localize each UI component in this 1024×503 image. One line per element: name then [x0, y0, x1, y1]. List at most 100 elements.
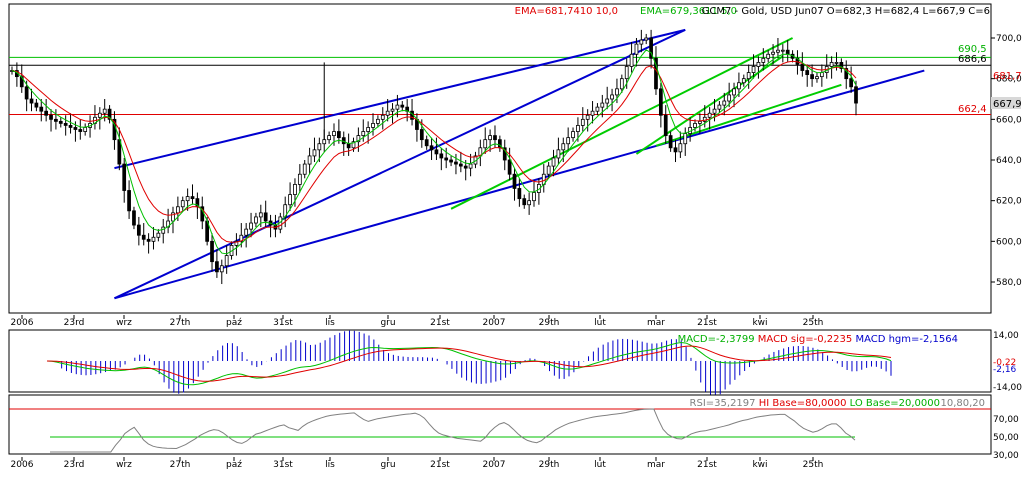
rsi-panel-frame	[8, 394, 992, 455]
time-tick-label: 2007	[483, 318, 506, 328]
candle-body	[615, 88, 619, 96]
ema5-header: EMA=679,3611 5,0	[640, 6, 737, 17]
candle-body	[829, 62, 834, 67]
price-axis: 700,0 680,0 660,0 640,0 620,0 600,0 580,0	[991, 34, 1022, 288]
candle-body	[654, 57, 658, 90]
time-tick-label: 29th	[539, 460, 560, 470]
macd-tick-top: 14,00	[993, 331, 1019, 341]
candle-body	[546, 165, 551, 175]
candle-body	[297, 173, 302, 185]
candle-body	[83, 127, 88, 132]
candle-body	[727, 94, 732, 102]
candle-body	[810, 74, 814, 80]
price-tick-label: 580,0	[996, 278, 1022, 288]
candle-body	[717, 104, 722, 110]
candle-body	[376, 118, 380, 124]
time-tick-label: mar	[647, 460, 665, 470]
candle-body	[302, 163, 307, 175]
candle-body	[97, 112, 102, 118]
candle-body	[44, 110, 49, 116]
time-tick-label: gru	[380, 460, 395, 470]
candle-body	[595, 106, 600, 112]
candle-body	[576, 125, 580, 132]
trend-channel-line	[114, 28, 686, 170]
candle-body	[517, 188, 522, 200]
candle-body	[507, 159, 512, 175]
candle-body	[49, 114, 53, 120]
candle-body	[663, 114, 668, 137]
price-tick-label: 680,0	[996, 75, 1022, 85]
candle-body	[176, 206, 180, 214]
macd-last-hgm: -2,16	[993, 365, 1017, 375]
time-tick-label: 2007	[483, 460, 506, 470]
time-tick-label: 21st	[430, 318, 450, 328]
candle-body	[434, 149, 439, 155]
candle-body	[239, 234, 244, 242]
candles	[10, 29, 858, 285]
candle-body	[102, 108, 107, 114]
candle-body	[293, 183, 297, 195]
candle-body	[127, 190, 131, 212]
ema10-header: EMA=681,7410 10,0	[515, 6, 618, 17]
candle-body	[395, 104, 400, 110]
macd-tick-bottom: -14,00	[993, 383, 1022, 393]
candle-body	[468, 163, 473, 169]
candle-body	[732, 88, 736, 96]
macd-histogram	[61, 330, 892, 398]
time-tick-label: gru	[380, 318, 395, 328]
level-label-662: 662,4	[958, 104, 987, 115]
candle-body	[571, 131, 575, 139]
candle-body	[532, 192, 536, 202]
time-tick-label: 23rd	[64, 460, 85, 470]
candle-body	[854, 86, 858, 104]
candle-body	[673, 147, 678, 153]
candle-body	[624, 66, 629, 80]
candle-body	[400, 104, 405, 108]
candle-body	[707, 112, 712, 118]
time-tick-label: 21st	[697, 460, 717, 470]
time-tick-label: mar	[647, 318, 665, 328]
level-label-686: 686,6	[958, 54, 987, 65]
candle-body	[488, 135, 492, 141]
candle-body	[849, 78, 853, 88]
candle-body	[78, 129, 83, 132]
time-tick-label: paź	[226, 460, 242, 470]
time-tick-label: wrz	[116, 460, 132, 470]
candle-body	[502, 147, 507, 161]
candle-body	[605, 98, 610, 104]
candle-body	[210, 240, 214, 263]
candle-body	[141, 234, 146, 240]
candle-body	[39, 106, 44, 112]
ema10-line	[11, 60, 857, 243]
candle-body	[751, 66, 756, 73]
time-tick-label: 25th	[803, 460, 824, 470]
candle-body	[180, 200, 185, 208]
candle-body	[171, 212, 175, 222]
candle-body	[844, 68, 849, 80]
time-axis-top: 2006 23rd wrz 27th paź 31st lis gru 21st 2007 29th…	[11, 315, 823, 328]
trend-channel-line	[114, 28, 686, 300]
level-label-690: 690,5	[958, 44, 987, 55]
candle-body	[371, 123, 375, 128]
candle-body	[107, 108, 112, 120]
candle-body	[444, 157, 449, 161]
candle-body	[244, 228, 249, 236]
candle-body	[658, 88, 663, 116]
symbol-header: GCM7 - Gold, USD Jun07 O=682,3 H=682,4 L…	[702, 6, 990, 17]
price-panel-frame	[8, 3, 992, 314]
candle-body	[234, 240, 239, 246]
last-price-box	[991, 97, 1021, 109]
candle-body	[454, 161, 458, 165]
rsi-params: 10,80,20	[940, 398, 985, 409]
candle-body	[258, 212, 263, 218]
rsi-tick-50: 50,00	[993, 433, 1019, 443]
candle-body	[327, 135, 331, 141]
time-tick-label: 29th	[539, 318, 560, 328]
time-tick-label: kwi	[752, 318, 767, 328]
candle-body	[151, 236, 156, 242]
candle-body	[161, 226, 166, 234]
candle-body	[693, 123, 697, 128]
candle-body	[449, 159, 453, 163]
time-tick-label: 21st	[697, 318, 717, 328]
rsi-line	[50, 408, 856, 453]
